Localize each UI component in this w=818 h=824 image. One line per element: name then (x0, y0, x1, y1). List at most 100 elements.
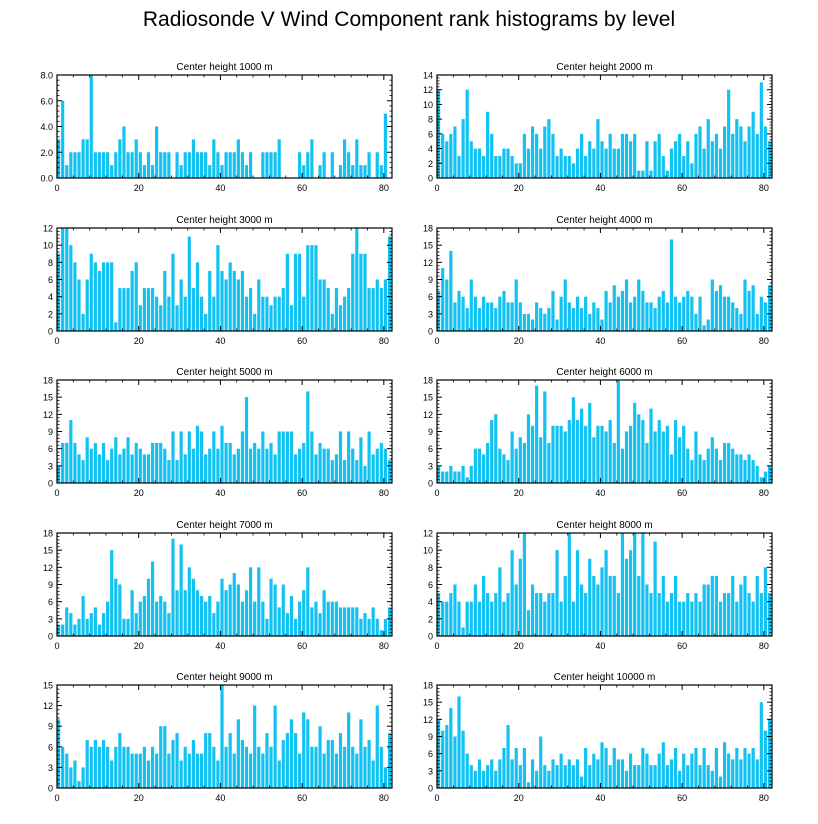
bar (486, 111, 490, 178)
y-tick-label: 4 (428, 597, 433, 607)
bar (584, 155, 588, 178)
x-tick-label: 0 (54, 336, 59, 346)
bar (453, 471, 457, 483)
bar (85, 739, 89, 788)
bar (710, 437, 714, 483)
bar (498, 567, 502, 636)
panel-3: Center height 3000 m 0 2 4 6 8 10 12 0 20 40 60 80 (43, 215, 393, 346)
bar (191, 578, 196, 636)
bar (65, 228, 69, 331)
bar (114, 746, 118, 788)
bar (97, 624, 102, 636)
bar (449, 465, 453, 483)
bar (743, 141, 747, 178)
bar (175, 733, 179, 788)
bar (678, 601, 682, 636)
bar (563, 431, 567, 483)
bar (314, 746, 318, 788)
y-tick-label: 8 (428, 563, 433, 573)
bar (731, 302, 735, 331)
x-tick-label: 20 (134, 641, 144, 651)
bar (551, 133, 555, 178)
bar (608, 765, 612, 788)
bar (445, 279, 449, 331)
y-tick-label: 2.0 (40, 148, 53, 158)
bar (600, 425, 604, 483)
bar (694, 593, 698, 636)
bar (220, 578, 224, 636)
bar (592, 437, 596, 483)
bar (461, 627, 465, 636)
bar (445, 471, 449, 483)
bar (281, 739, 285, 788)
bar (653, 541, 657, 636)
bar (236, 279, 240, 331)
bar (559, 296, 563, 331)
bar (179, 431, 183, 483)
bar (216, 760, 220, 788)
bar (114, 578, 118, 636)
bar (620, 290, 625, 331)
bar (641, 170, 645, 178)
bar (285, 253, 289, 331)
bar (359, 253, 363, 331)
bar (249, 753, 253, 788)
bar (559, 753, 563, 788)
bar (596, 759, 600, 788)
bar (718, 285, 723, 331)
bar (686, 593, 690, 636)
bar (322, 279, 326, 331)
bar (387, 733, 392, 788)
bar (330, 460, 334, 483)
bar (261, 601, 265, 636)
bar (437, 593, 441, 636)
x-tick-label: 80 (379, 793, 389, 803)
bar (199, 595, 204, 636)
bar (604, 290, 608, 331)
bar (159, 726, 163, 788)
bar (73, 262, 77, 331)
bar (322, 152, 326, 178)
bar (334, 753, 338, 788)
bar (244, 397, 249, 483)
bar (122, 746, 126, 788)
x-tick-label: 80 (759, 641, 769, 651)
bar (175, 305, 179, 331)
bar (661, 155, 665, 178)
bar (293, 733, 298, 788)
bar (146, 578, 151, 636)
bar (457, 471, 461, 483)
bar (579, 584, 584, 636)
bar (281, 584, 285, 636)
y-tick-label: 15 (43, 393, 53, 403)
bar (302, 590, 306, 636)
bar (437, 290, 441, 331)
bar (502, 454, 506, 483)
bar (293, 253, 298, 331)
bar (526, 148, 531, 178)
bar (73, 624, 77, 636)
y-tick-label: 9 (428, 732, 433, 742)
bar (490, 759, 494, 788)
y-tick-label: 2 (428, 614, 433, 624)
bar (367, 431, 371, 483)
bar (138, 152, 142, 178)
bar (383, 448, 388, 483)
bar (269, 746, 273, 788)
bar (702, 325, 706, 331)
y-tick-label: 8.0 (40, 71, 53, 81)
bar (530, 319, 535, 331)
bar (530, 425, 535, 483)
bar (187, 431, 191, 483)
bar (57, 719, 61, 788)
bar (543, 313, 547, 331)
bar (522, 313, 526, 331)
bar (330, 601, 334, 636)
bar (629, 753, 633, 788)
y-tick-label: 0 (48, 327, 53, 337)
bar (633, 133, 637, 178)
bar (355, 753, 359, 788)
bar (735, 308, 739, 331)
bar (359, 719, 363, 788)
bar (326, 601, 330, 636)
